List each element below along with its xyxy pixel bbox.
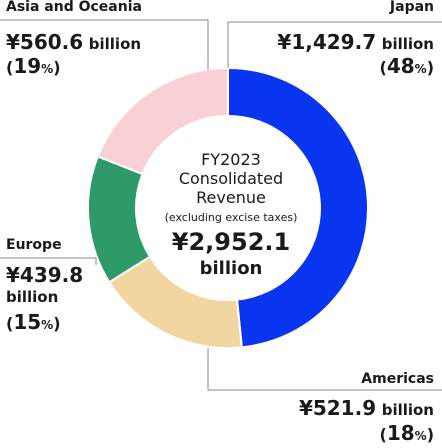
total-revenue-value: ¥2,952.1 bbox=[171, 228, 291, 256]
leader-line-asia-oceania bbox=[0, 19, 209, 70]
region-label-japan: Japan bbox=[389, 0, 434, 15]
amount-japan: ¥1,429.7 billion bbox=[277, 30, 434, 54]
chart-subtitle: (excluding excise taxes) bbox=[164, 211, 298, 224]
region-label-americas: Americas bbox=[361, 371, 434, 387]
total-revenue-unit: billion bbox=[199, 258, 263, 279]
percent-japan: (48%) bbox=[379, 54, 435, 78]
leader-line-japan bbox=[227, 21, 442, 68]
unit-europe: billion bbox=[6, 288, 59, 306]
center-title-line-2: Consolidated bbox=[178, 169, 284, 188]
region-label-asia-oceania: Asia and Oceania bbox=[6, 0, 142, 15]
amount-americas: ¥521.9 billion bbox=[298, 396, 434, 420]
region-label-europe: Europe bbox=[6, 237, 62, 253]
center-title-line-1: FY2023 bbox=[201, 150, 261, 169]
percent-americas: (18%) bbox=[379, 421, 435, 445]
percent-asia-oceania: (19%) bbox=[6, 54, 61, 78]
leader-line-americas bbox=[207, 348, 442, 391]
donut-slice-asia-and-oceania bbox=[96, 66, 229, 176]
center-title-line-3: Revenue bbox=[196, 188, 266, 207]
leader-line-europe bbox=[0, 257, 97, 265]
amount-asia-oceania: ¥560.6 billion bbox=[6, 30, 142, 54]
amount-europe: ¥439.8 bbox=[6, 263, 84, 287]
donut-slice-japan bbox=[227, 66, 369, 349]
percent-europe: (15%) bbox=[6, 310, 61, 334]
chart-center-title: FY2023 Consolidated Revenue bbox=[126, 150, 336, 207]
